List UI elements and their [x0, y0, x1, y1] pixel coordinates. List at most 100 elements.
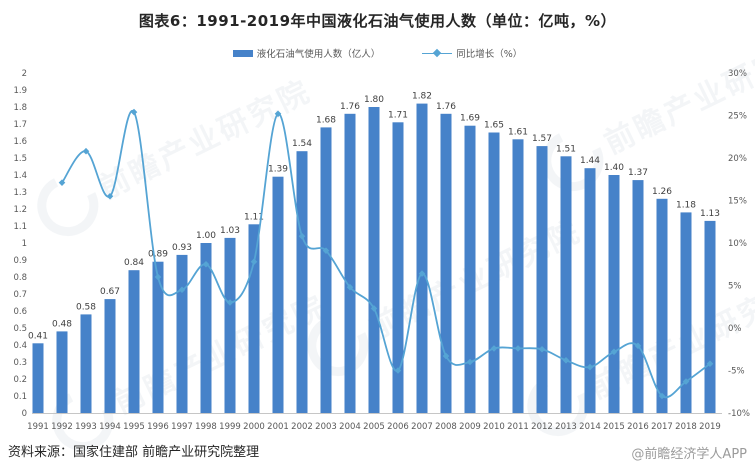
bar-value-label-2016: 1.37: [628, 168, 648, 178]
bar-2017: [656, 198, 668, 413]
bar-value-label-2013: 1.51: [556, 144, 576, 154]
left-axis-tick: 0.6: [13, 307, 27, 317]
data-source-note: 资料来源：国家住建部 前瞻产业研究院整理: [8, 445, 260, 460]
line-marker-2000: [250, 258, 258, 265]
x-axis-label-2003: 2003: [315, 422, 337, 432]
bar-1996: [152, 261, 164, 413]
bar-2002: [296, 151, 308, 413]
bar-value-label-2004: 1.76: [340, 102, 360, 112]
left-axis-tick: 1.4: [13, 171, 27, 181]
bar-value-label-2009: 1.69: [460, 114, 480, 124]
bar-2006: [392, 122, 404, 414]
line-marker-2002: [298, 232, 306, 240]
legend-bar-label: 液化石油气使用人数（亿人）: [256, 49, 381, 60]
legend-item-line-series: 同比增长（%）: [422, 46, 522, 60]
left-axis-tick: 1.8: [13, 103, 27, 113]
line-marker-2001: [274, 110, 282, 118]
right-axis-tick: 15%: [728, 197, 747, 207]
bar-value-label-2001: 1.39: [268, 165, 288, 175]
x-axis-label-2010: 2010: [483, 422, 505, 432]
left-axis-tick: 0.7: [13, 290, 27, 300]
bar-value-label-2012: 1.57: [532, 134, 552, 144]
bar-2005: [368, 107, 380, 413]
bar-2015: [608, 175, 620, 413]
legend-item-bar-series: 液化石油气使用人数（亿人）: [232, 46, 381, 60]
line-marker-2003: [322, 247, 330, 254]
bar-value-label-1993: 0.58: [76, 302, 96, 312]
x-axis-label-1996: 1996: [147, 422, 169, 432]
bar-value-label-2000: 1.11: [244, 212, 264, 222]
line-marker-1996: [154, 273, 162, 281]
left-axis-tick: 0.5: [13, 324, 27, 334]
left-axis-tick: 0.3: [13, 358, 27, 368]
bar-value-label-2005: 1.80: [364, 95, 384, 105]
left-axis-tick: 1.2: [13, 205, 27, 215]
bar-1999: [224, 237, 236, 413]
credit-note: @前瞻经济学人APP: [631, 447, 747, 462]
x-axis-label-2017: 2017: [651, 422, 673, 432]
right-axis-tick: 10%: [728, 239, 747, 249]
left-axis-tick: 0.2: [13, 375, 27, 385]
bar-2000: [248, 224, 260, 413]
x-axis-label-2014: 2014: [579, 422, 601, 432]
line-marker-1992: [58, 179, 66, 186]
left-axis-tick: 1.9: [13, 86, 27, 96]
x-axis-label-2001: 2001: [267, 422, 289, 432]
line-marker-2009: [466, 358, 474, 366]
bar-value-label-2006: 1.71: [388, 110, 408, 120]
line-marker-1993: [82, 147, 90, 155]
x-axis-label-2016: 2016: [627, 422, 649, 432]
bar-1998: [200, 243, 212, 413]
line-marker-2004: [346, 283, 354, 291]
left-axis-tick: 0.4: [13, 341, 27, 351]
line-marker-2016: [634, 342, 642, 350]
chart-title: 图表6：1991-2019年中国液化石油气使用人数（单位：亿吨，%）: [138, 12, 617, 30]
bar-series-swatch-icon: [232, 49, 253, 57]
line-marker-2012: [538, 345, 546, 353]
line-marker-2013: [562, 357, 570, 364]
bar-value-label-1992: 0.48: [52, 319, 72, 329]
line-marker-2014: [586, 363, 594, 371]
line-marker-2018: [682, 378, 690, 385]
x-axis-label-2013: 2013: [555, 422, 577, 432]
right-axis-tick: -10%: [728, 409, 750, 419]
x-axis-label-2018: 2018: [675, 422, 697, 432]
left-axis-tick: 1.6: [13, 137, 27, 147]
bar-value-label-1997: 0.93: [172, 243, 192, 253]
line-marker-1994: [106, 192, 114, 200]
bar-value-label-2010: 1.65: [484, 121, 504, 131]
line-marker-1999: [226, 299, 234, 306]
bar-2008: [440, 113, 452, 414]
bar-2018: [680, 212, 692, 413]
x-axis-label-2011: 2011: [507, 422, 529, 432]
line-marker-2007: [418, 270, 426, 277]
bar-2019: [704, 220, 716, 413]
bar-value-label-2007: 1.82: [412, 92, 432, 102]
bar-2003: [320, 127, 332, 414]
line-marker-2006: [394, 367, 402, 374]
bar-value-label-2014: 1.44: [580, 156, 600, 166]
left-axis-tick: 1.1: [13, 222, 27, 232]
x-axis-label-2002: 2002: [291, 422, 313, 432]
bar-2004: [344, 113, 356, 414]
bar-2009: [464, 125, 476, 413]
bar-1991: [32, 343, 44, 413]
line-marker-2017: [658, 392, 666, 400]
bar-1994: [104, 299, 116, 413]
x-axis-label-1999: 1999: [219, 422, 241, 432]
left-axis-tick: 1.7: [13, 120, 27, 130]
bar-value-label-1995: 0.84: [124, 258, 144, 268]
bar-1993: [80, 314, 92, 413]
bar-value-label-2017: 1.26: [652, 187, 672, 197]
x-axis-label-2000: 2000: [243, 422, 265, 432]
line-marker-2005: [370, 305, 378, 312]
x-axis-label-2006: 2006: [387, 422, 409, 432]
line-marker-1998: [202, 260, 210, 268]
bar-value-label-2011: 1.61: [508, 127, 528, 137]
line-marker-2015: [610, 348, 618, 356]
left-axis-tick: 2: [22, 69, 27, 79]
left-axis-tick: 0.9: [13, 256, 27, 266]
bar-2013: [560, 156, 572, 414]
